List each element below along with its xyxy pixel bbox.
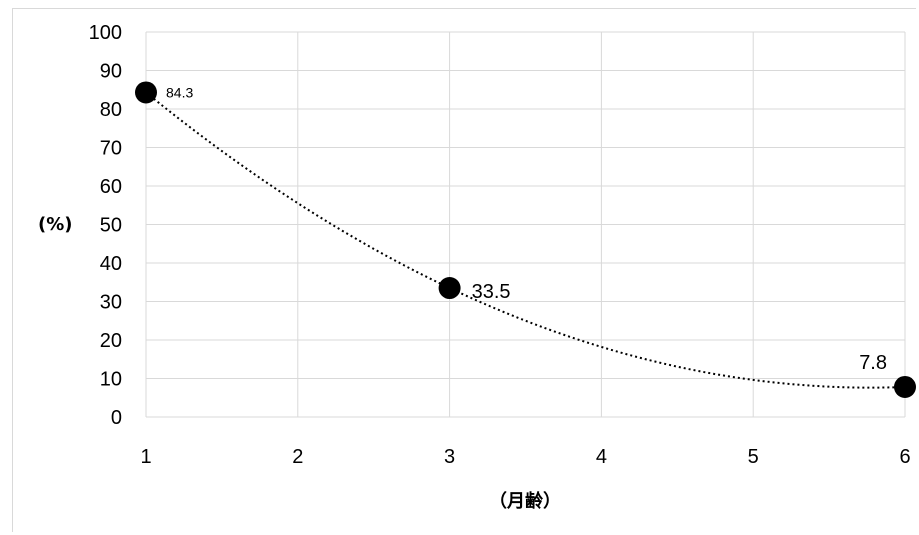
- tick-labels: 0 10 20 30 40 50 60 70 80 90 100 1 2 3 4 5 6: [89, 22, 911, 468]
- x-tick-label: 1: [140, 446, 151, 468]
- data-point: [894, 375, 916, 398]
- x-tick-label: 2: [292, 446, 303, 468]
- data-label: 33.5: [472, 281, 511, 303]
- grid: [146, 31, 906, 417]
- y-tick-label: 80: [100, 99, 122, 121]
- y-tick-label: 60: [100, 176, 122, 198]
- chart-frame: [12, 8, 916, 532]
- data-label: 7.8: [859, 352, 887, 374]
- y-tick-label: 30: [100, 292, 122, 314]
- x-tick-label: 4: [596, 446, 607, 468]
- data-label: 84.3: [166, 84, 193, 100]
- y-tick-label: 40: [100, 253, 122, 275]
- y-tick-label: 20: [100, 330, 122, 352]
- y-axis-label: (%): [38, 214, 73, 235]
- y-tick-label: 50: [100, 215, 122, 237]
- x-axis-label: （月齢）: [489, 490, 561, 512]
- y-tick-label: 0: [111, 407, 122, 429]
- y-tick-label: 10: [100, 369, 122, 391]
- y-tick-label: 100: [89, 22, 122, 44]
- data-point: [438, 277, 461, 300]
- trendline: [145, 91, 906, 389]
- trendline-group: [145, 91, 906, 389]
- data-labels: 84.3 33.5 7.8: [166, 84, 887, 374]
- x-tick-label: 3: [444, 446, 455, 468]
- data-points: [135, 81, 916, 398]
- data-point: [135, 81, 157, 104]
- x-tick-label: 5: [748, 446, 759, 468]
- x-tick-label: 6: [899, 446, 910, 468]
- y-tick-label: 90: [100, 61, 122, 83]
- y-tick-label: 70: [100, 138, 122, 160]
